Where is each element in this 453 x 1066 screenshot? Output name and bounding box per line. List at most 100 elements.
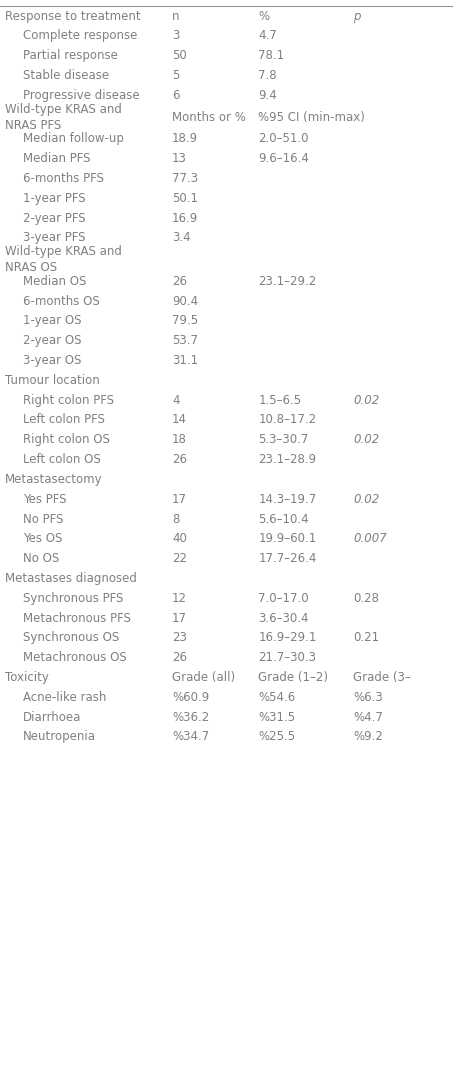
Text: 40: 40: [172, 532, 187, 546]
Text: 17: 17: [172, 492, 187, 505]
Text: p: p: [353, 10, 361, 22]
Text: Median follow-up: Median follow-up: [23, 132, 124, 145]
Text: 7.0–17.0: 7.0–17.0: [258, 592, 309, 604]
Text: Metastasectomy: Metastasectomy: [5, 473, 102, 486]
Text: 3.4: 3.4: [172, 231, 191, 244]
Text: %34.7: %34.7: [172, 730, 209, 743]
Text: 12: 12: [172, 592, 187, 604]
Text: 9.4: 9.4: [258, 88, 277, 102]
Text: Right colon PFS: Right colon PFS: [23, 393, 114, 406]
Text: 23.1–28.9: 23.1–28.9: [258, 453, 316, 466]
Text: Complete response: Complete response: [23, 30, 137, 43]
Text: No PFS: No PFS: [23, 513, 63, 526]
Text: 26: 26: [172, 651, 187, 664]
Text: 2-year OS: 2-year OS: [23, 334, 81, 348]
Text: 16.9: 16.9: [172, 211, 198, 225]
Text: %4.7: %4.7: [353, 711, 383, 724]
Text: Months or %: Months or %: [172, 111, 246, 124]
Text: 4.7: 4.7: [258, 30, 277, 43]
Text: %60.9: %60.9: [172, 691, 209, 704]
Text: 26: 26: [172, 453, 187, 466]
Text: Tumour location: Tumour location: [5, 374, 99, 387]
Text: 5: 5: [172, 69, 179, 82]
Text: Right colon OS: Right colon OS: [23, 433, 110, 447]
Text: Neutropenia: Neutropenia: [23, 730, 96, 743]
Text: n: n: [172, 10, 180, 22]
Text: Left colon OS: Left colon OS: [23, 453, 101, 466]
Text: 22: 22: [172, 552, 187, 565]
Text: %25.5: %25.5: [258, 730, 295, 743]
Text: 1-year OS: 1-year OS: [23, 314, 81, 327]
Text: 0.28: 0.28: [353, 592, 379, 604]
Text: %36.2: %36.2: [172, 711, 209, 724]
Text: Wild-type KRAS and
NRAS OS: Wild-type KRAS and NRAS OS: [5, 245, 121, 274]
Text: 3: 3: [172, 30, 179, 43]
Text: Grade (1–2): Grade (1–2): [258, 672, 328, 684]
Text: Toxicity: Toxicity: [5, 672, 48, 684]
Text: Synchronous OS: Synchronous OS: [23, 631, 119, 645]
Text: Diarrhoea: Diarrhoea: [23, 711, 81, 724]
Text: 3-year PFS: 3-year PFS: [23, 231, 85, 244]
Text: %: %: [258, 10, 270, 22]
Text: Wild-type KRAS and
NRAS PFS: Wild-type KRAS and NRAS PFS: [5, 102, 121, 131]
Text: Synchronous PFS: Synchronous PFS: [23, 592, 123, 604]
Text: 0.21: 0.21: [353, 631, 380, 645]
Text: Acne-like rash: Acne-like rash: [23, 691, 106, 704]
Text: 14: 14: [172, 414, 187, 426]
Text: 16.9–29.1: 16.9–29.1: [258, 631, 317, 645]
Text: 78.1: 78.1: [258, 49, 284, 62]
Text: 0.007: 0.007: [353, 532, 387, 546]
Text: 18: 18: [172, 433, 187, 447]
Text: Metachronous OS: Metachronous OS: [23, 651, 126, 664]
Text: 2.0–51.0: 2.0–51.0: [258, 132, 308, 145]
Text: 4: 4: [172, 393, 180, 406]
Text: Stable disease: Stable disease: [23, 69, 109, 82]
Text: 1-year PFS: 1-year PFS: [23, 192, 85, 205]
Text: 3.6–30.4: 3.6–30.4: [258, 612, 308, 625]
Text: Median PFS: Median PFS: [23, 152, 90, 165]
Text: 21.7–30.3: 21.7–30.3: [258, 651, 316, 664]
Text: 2-year PFS: 2-year PFS: [23, 211, 85, 225]
Text: 14.3–19.7: 14.3–19.7: [258, 492, 317, 505]
Text: 23: 23: [172, 631, 187, 645]
Text: Grade (all): Grade (all): [172, 672, 235, 684]
Text: 9.6–16.4: 9.6–16.4: [258, 152, 309, 165]
Text: 50.1: 50.1: [172, 192, 198, 205]
Text: Metastases diagnosed: Metastases diagnosed: [5, 572, 136, 585]
Text: 17: 17: [172, 612, 187, 625]
Text: 50: 50: [172, 49, 187, 62]
Text: 6-months PFS: 6-months PFS: [23, 172, 104, 184]
Text: 79.5: 79.5: [172, 314, 198, 327]
Text: 26: 26: [172, 275, 187, 288]
Text: 3-year OS: 3-year OS: [23, 354, 81, 367]
Text: 6: 6: [172, 88, 180, 102]
Text: %9.2: %9.2: [353, 730, 383, 743]
Text: Progressive disease: Progressive disease: [23, 88, 139, 102]
Text: 0.02: 0.02: [353, 393, 380, 406]
Text: 19.9–60.1: 19.9–60.1: [258, 532, 317, 546]
Text: 53.7: 53.7: [172, 334, 198, 348]
Text: Metachronous PFS: Metachronous PFS: [23, 612, 130, 625]
Text: Yes PFS: Yes PFS: [23, 492, 66, 505]
Text: Response to treatment: Response to treatment: [5, 10, 140, 22]
Text: 17.7–26.4: 17.7–26.4: [258, 552, 317, 565]
Text: %31.5: %31.5: [258, 711, 295, 724]
Text: Partial response: Partial response: [23, 49, 117, 62]
Text: 90.4: 90.4: [172, 294, 198, 307]
Text: 77.3: 77.3: [172, 172, 198, 184]
Text: 10.8–17.2: 10.8–17.2: [258, 414, 316, 426]
Text: 23.1–29.2: 23.1–29.2: [258, 275, 317, 288]
Text: %6.3: %6.3: [353, 691, 383, 704]
Text: 18.9: 18.9: [172, 132, 198, 145]
Text: 13: 13: [172, 152, 187, 165]
Text: 8: 8: [172, 513, 179, 526]
Text: 5.3–30.7: 5.3–30.7: [258, 433, 308, 447]
Text: 7.8: 7.8: [258, 69, 277, 82]
Text: 0.02: 0.02: [353, 433, 380, 447]
Text: 1.5–6.5: 1.5–6.5: [258, 393, 301, 406]
Text: Yes OS: Yes OS: [23, 532, 62, 546]
Text: No OS: No OS: [23, 552, 59, 565]
Text: 31.1: 31.1: [172, 354, 198, 367]
Text: %54.6: %54.6: [258, 691, 295, 704]
Text: 6-months OS: 6-months OS: [23, 294, 99, 307]
